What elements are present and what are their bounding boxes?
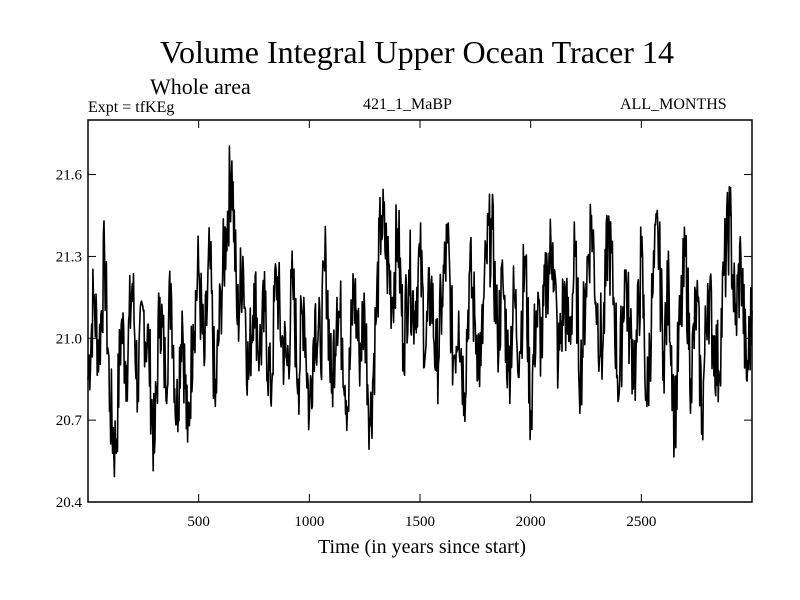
run-label: 421_1_MaBP: [363, 96, 452, 113]
series-line: [87, 145, 753, 478]
x-tick-label: 1000: [294, 514, 324, 530]
x-axis-label: Time (in years since start): [317, 536, 527, 558]
y-tick-label: 20.7: [56, 413, 83, 429]
x-tick-label: 500: [187, 514, 210, 530]
x-tick-label: 1500: [405, 514, 435, 530]
y-tick-label: 21.0: [56, 331, 82, 347]
chart-title: Volume Integral Upper Ocean Tracer 14: [160, 34, 674, 70]
y-tick-label: 20.4: [56, 495, 83, 511]
x-tick-label: 2500: [626, 514, 656, 530]
y-tick-label: 21.6: [56, 168, 83, 184]
series-layer: [87, 145, 753, 478]
axis-ticks: 500 1000 1500 2000 2500 20.4 20.7 21.0 21.3 21.6: [56, 120, 752, 530]
experiment-label: Expt = tfKEg: [88, 99, 175, 116]
months-label: ALL_MONTHS: [620, 96, 727, 113]
plot-frame: [87, 119, 753, 503]
y-tick-label: 21.3: [56, 249, 82, 265]
x-tick-label: 2000: [516, 514, 546, 530]
chart-subtitle: Whole area: [150, 74, 251, 99]
